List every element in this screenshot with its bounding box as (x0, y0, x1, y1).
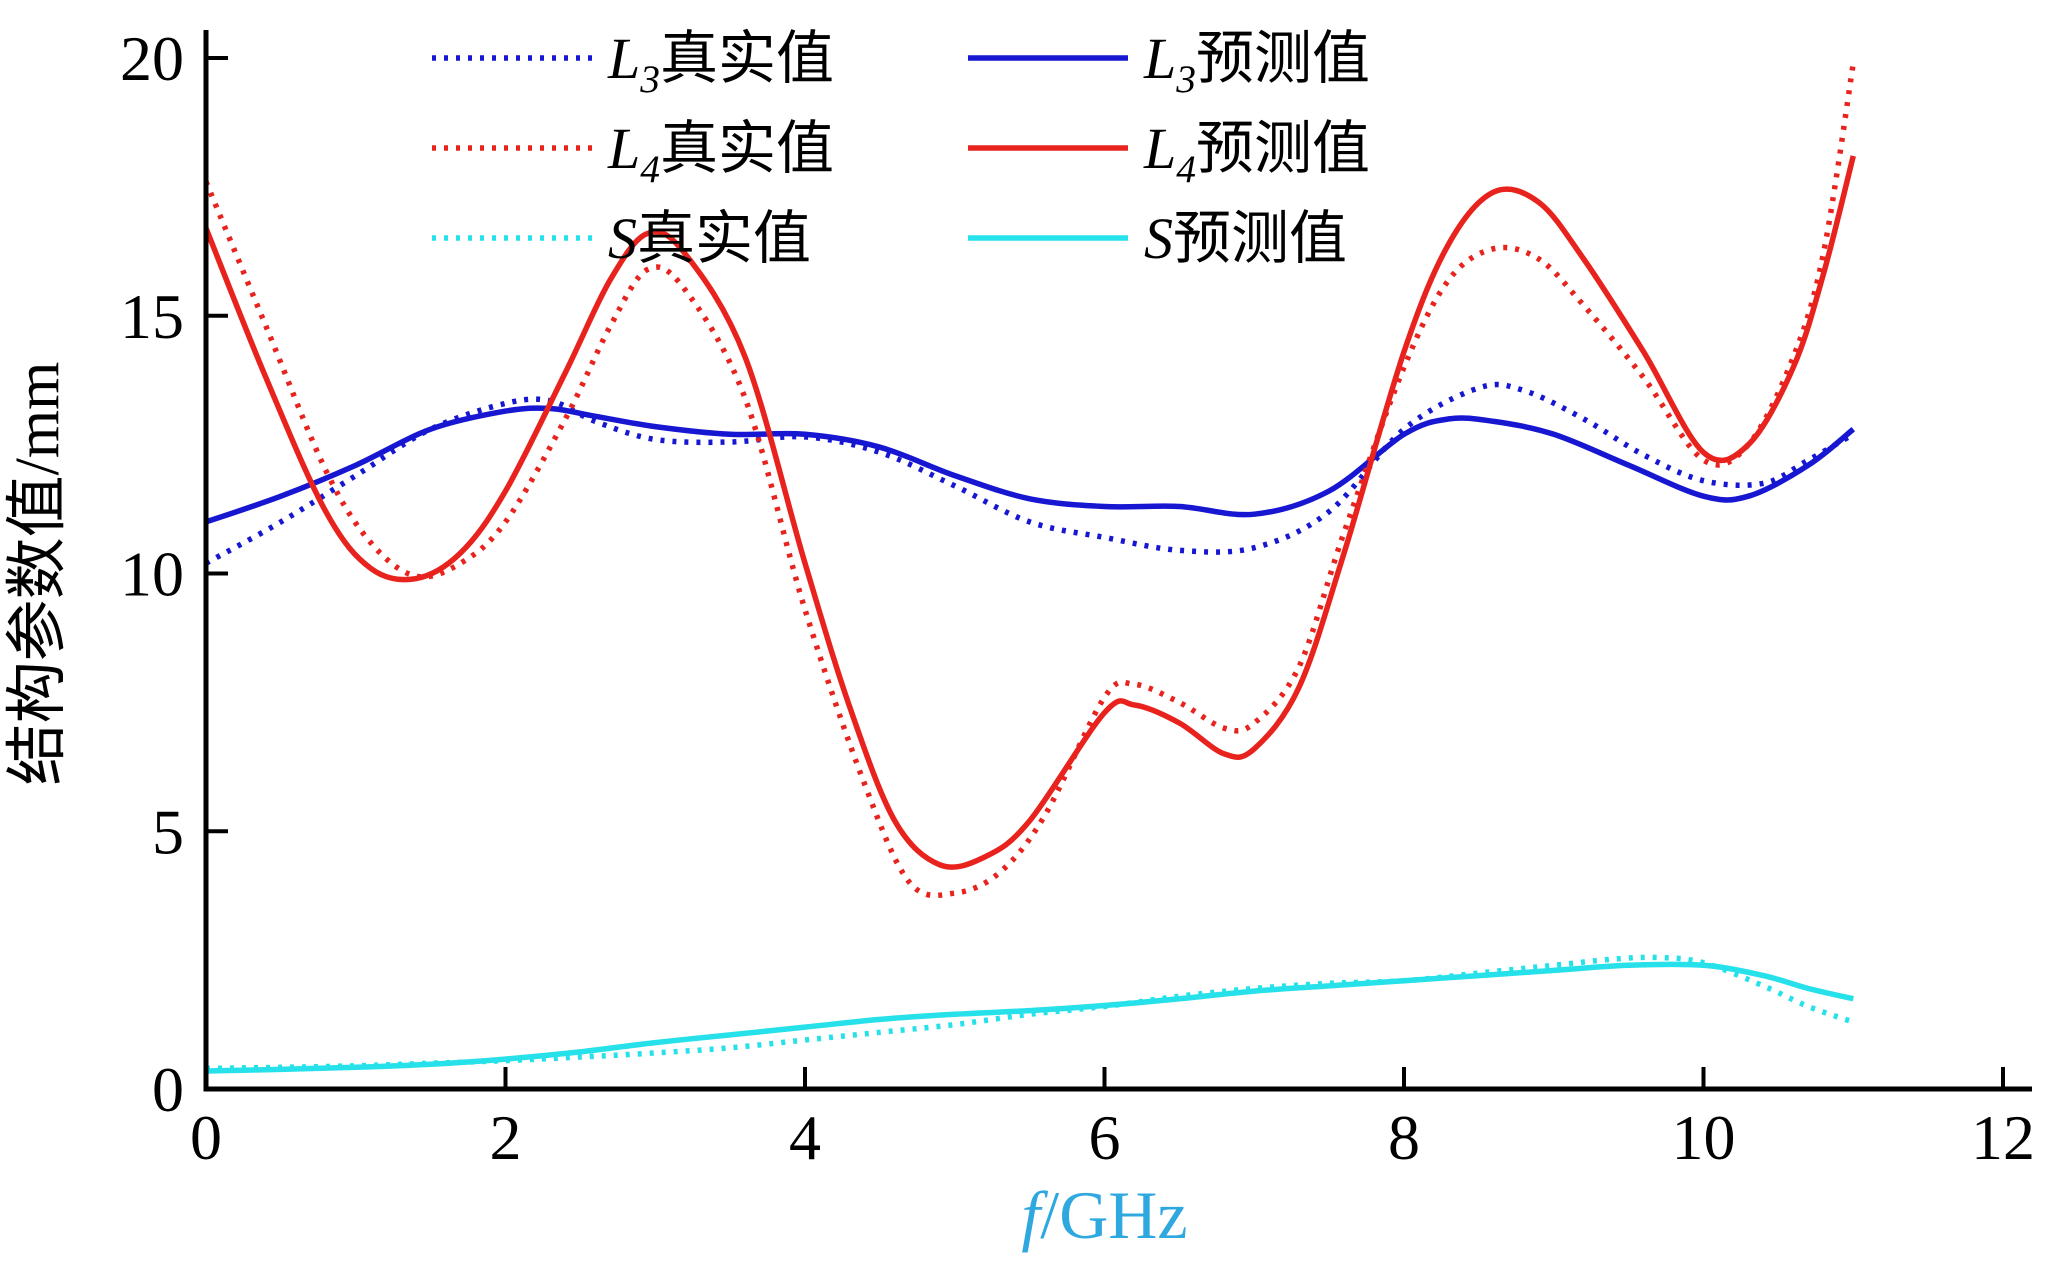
y-tick-label: 20 (120, 23, 184, 94)
x-tick-label: 2 (490, 1102, 522, 1173)
legend-label-S真实值: S真实值 (608, 206, 811, 271)
legend-label-S预测值: S预测值 (1144, 206, 1347, 271)
series-line-L4真实值 (203, 62, 1857, 899)
legend-label-L4预测值: L4预测值 (1143, 116, 1370, 191)
y-tick-label: 0 (152, 1054, 184, 1125)
axes (203, 30, 2032, 1092)
series-line-L3预测值 (205, 405, 1856, 525)
series-line-L4预测值 (203, 155, 1856, 870)
y-tick-label: 15 (120, 281, 184, 352)
x-axis-title: f/GHz (1021, 1177, 1187, 1253)
x-tick-label: 6 (1089, 1102, 1121, 1173)
x-tick-label: 0 (190, 1102, 222, 1173)
series-line-S预测值 (205, 961, 1854, 1074)
x-tick-label: 8 (1388, 1102, 1420, 1173)
series-line-L3真实值 (204, 381, 1855, 566)
x-tick-label: 4 (789, 1102, 821, 1173)
y-ticks: 0 5 10 15 20 (120, 23, 228, 1125)
x-tick-label: 12 (1971, 1102, 2035, 1173)
x-tick-label: 10 (1672, 1102, 1736, 1173)
legend: L3真实值 L3预测值 L4真实值 L4预测值 S真实值 S预测值 (432, 26, 1370, 271)
y-tick-label: 5 (152, 796, 184, 867)
legend-label-L3预测值: L3预测值 (1143, 26, 1370, 101)
x-ticks: 0 2 4 6 8 10 12 (190, 1067, 2035, 1173)
legend-label-L3真实值: L3真实值 (607, 26, 834, 101)
series-group (203, 62, 1857, 1074)
legend-label-L4真实值: L4真实值 (607, 116, 834, 191)
y-tick-label: 10 (120, 539, 184, 610)
y-axis-title: 结构参数值/mm (4, 362, 72, 786)
